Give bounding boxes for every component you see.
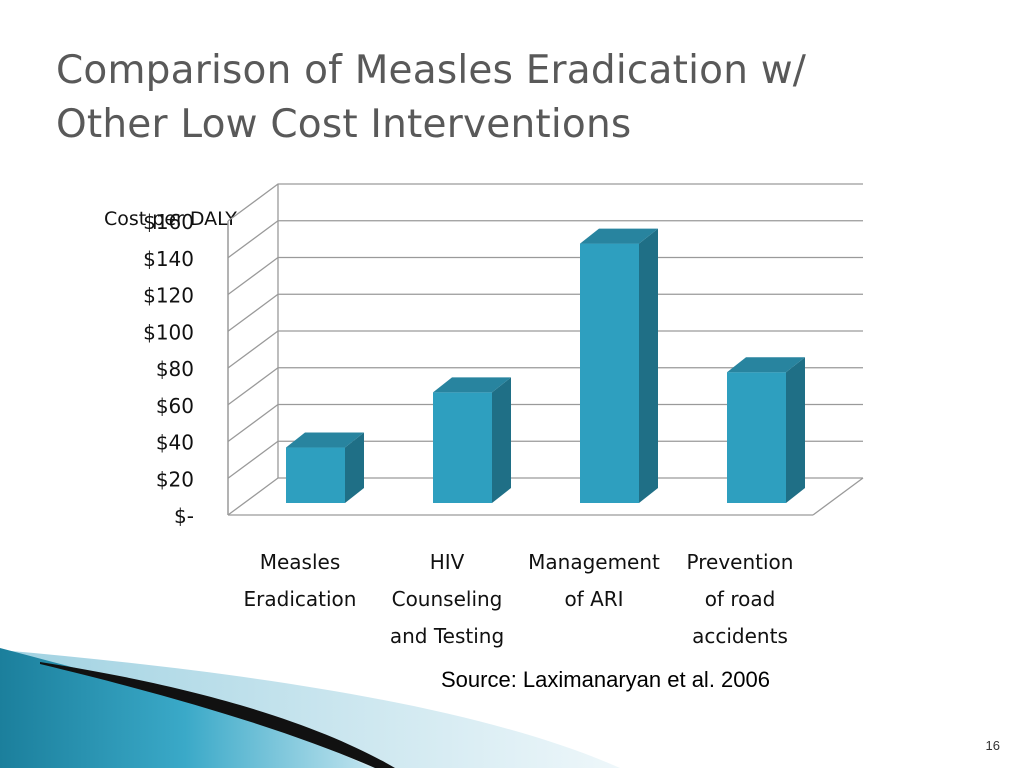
bar	[727, 357, 805, 503]
y-tick-label: $100	[143, 320, 194, 344]
bar	[433, 377, 511, 503]
bar-top	[580, 228, 658, 244]
bar-side	[345, 432, 364, 503]
bar-side	[786, 357, 805, 503]
bar-front	[433, 392, 492, 503]
y-tick-label: $60	[156, 394, 194, 418]
bar-front	[286, 447, 345, 503]
bar	[286, 432, 364, 503]
x-category-label: Counseling	[392, 587, 503, 611]
y-tick-label: $40	[156, 431, 194, 455]
x-category-labels: Measles Eradication HIV Counseling and Testi…	[244, 550, 794, 648]
y-tick-label: $160	[143, 210, 194, 234]
chart-bars	[286, 228, 805, 503]
bar-top	[286, 432, 364, 448]
bar-side	[639, 228, 658, 503]
y-tick-label: $20	[156, 467, 194, 491]
decor-black-swoosh	[40, 662, 395, 768]
bar-top	[727, 357, 805, 373]
slide-title-line-1: Comparison of Measles Eradication w/	[56, 48, 807, 93]
x-category-label: accidents	[692, 624, 788, 648]
bar-side	[492, 377, 511, 503]
y-axis-label: Cost per DALY	[104, 208, 237, 230]
slide-title: Comparison of Measles Eradication w/ Oth…	[56, 44, 956, 152]
floor-right-edge	[812, 477, 864, 516]
y-tick-labels: $- $20 $40 $60 $80 $100 $120 $140 $160	[143, 210, 194, 528]
y-tick-label: $80	[156, 357, 194, 381]
slide-title-line-2: Other Low Cost Interventions	[56, 102, 632, 147]
source-citation: Source: Laximanaryan et al. 2006	[441, 667, 770, 692]
bar-top	[433, 377, 511, 393]
x-category-label: Eradication	[244, 587, 357, 611]
x-category-label: and Testing	[390, 624, 504, 648]
x-category-label: Prevention	[687, 550, 794, 574]
x-category-label: HIV	[430, 550, 465, 574]
x-category-label: of road	[705, 587, 776, 611]
bar-front	[727, 372, 786, 503]
x-category-label: Management	[528, 550, 660, 574]
bar-front	[580, 243, 639, 503]
decor-teal-wave	[0, 648, 370, 768]
y-tick-label: $120	[143, 284, 194, 308]
chart-grid	[227, 183, 864, 516]
page-number: 16	[985, 738, 1000, 753]
y-tick-label: $140	[143, 247, 194, 271]
bar	[580, 228, 658, 503]
x-category-label: Measles	[260, 550, 341, 574]
x-category-label: of ARI	[564, 587, 623, 611]
y-tick-label: $-	[174, 504, 194, 528]
